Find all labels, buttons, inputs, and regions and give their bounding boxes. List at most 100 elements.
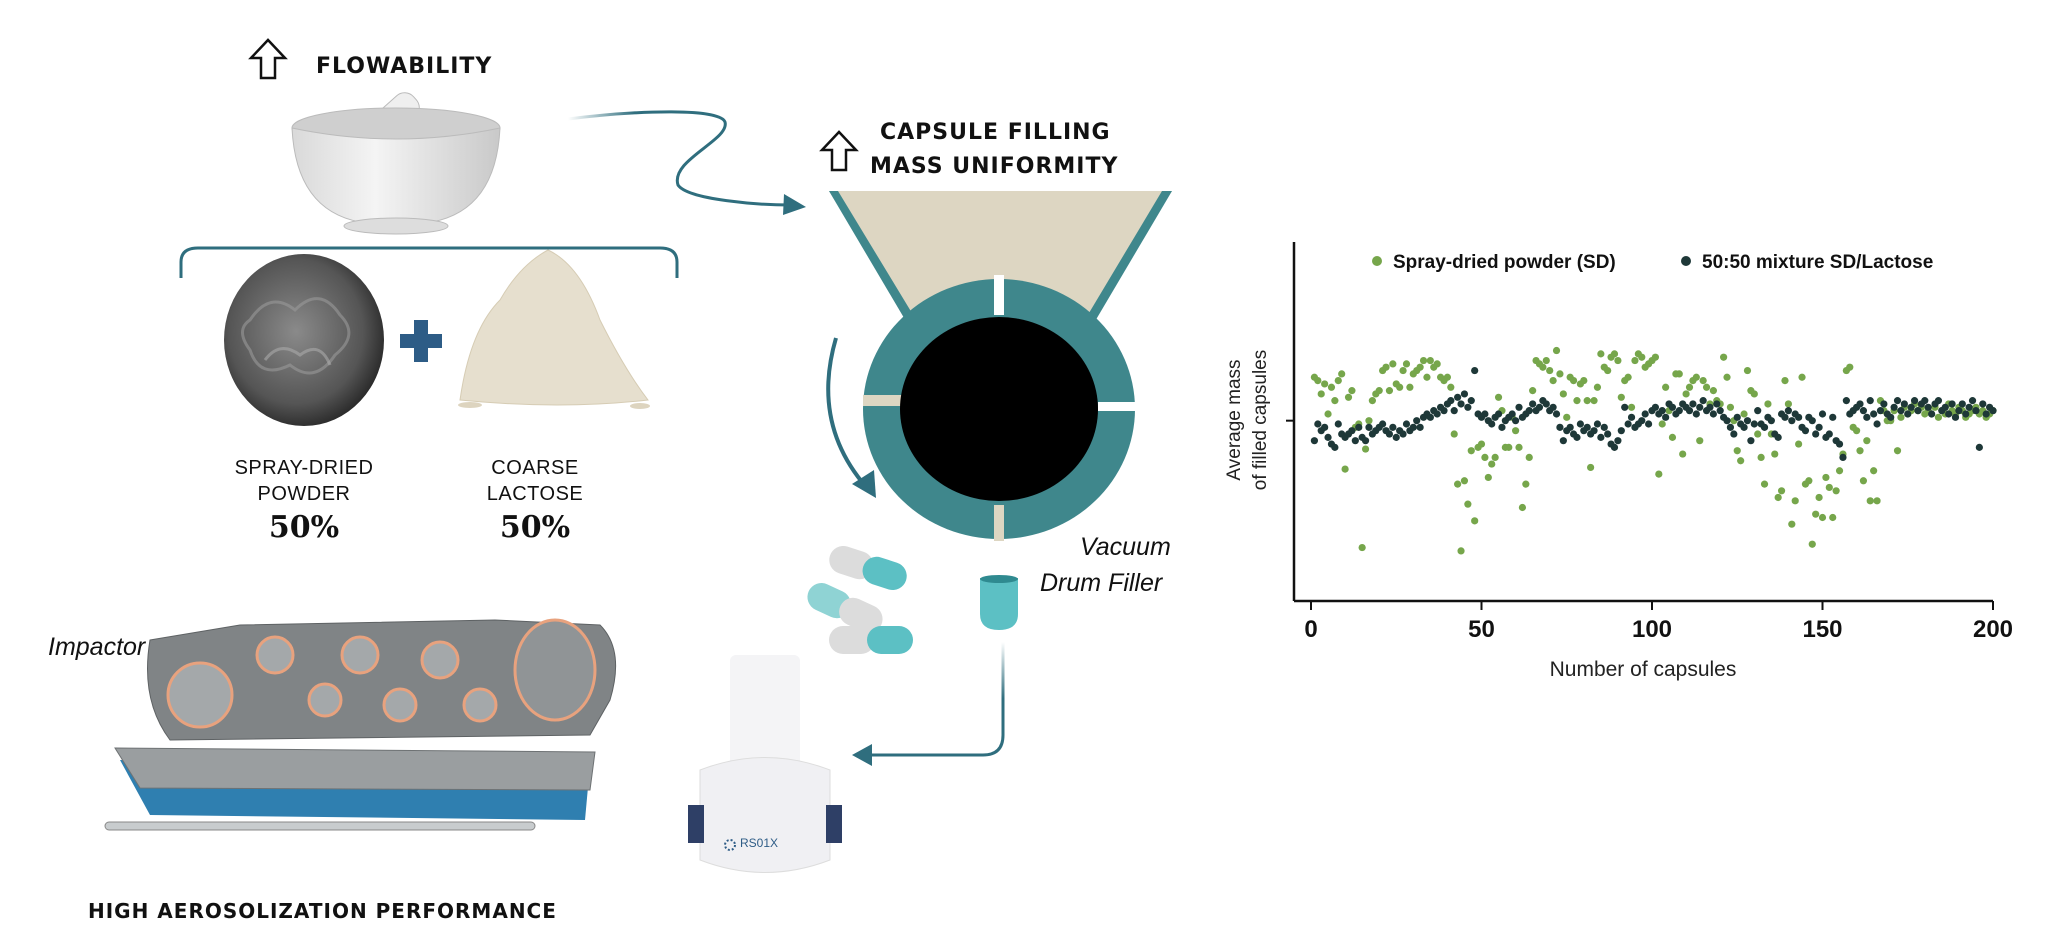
sd-point — [1777, 487, 1786, 495]
sd-point — [1457, 547, 1465, 555]
sd-point — [1679, 450, 1687, 458]
sd-point — [1334, 376, 1342, 385]
x-tick-label: 100 — [1632, 616, 1672, 643]
legend-label: 50:50 mixture SD/Lactose — [1702, 252, 1933, 273]
lactose-pile-image — [459, 249, 649, 406]
bracket — [179, 246, 679, 278]
sd-point — [1443, 373, 1451, 381]
sd-point — [1556, 370, 1564, 378]
spray-dried-particle-image — [224, 254, 384, 426]
mixture-point — [1818, 410, 1827, 418]
sd-point — [1638, 353, 1646, 361]
mixture-point — [1699, 397, 1707, 405]
impactor-image — [104, 618, 617, 831]
mixture-point — [1965, 403, 1973, 411]
sd-point — [1863, 437, 1871, 445]
sd-point — [1760, 480, 1769, 488]
sd-point — [1866, 497, 1874, 505]
mixture-point — [1880, 400, 1888, 408]
legend-label: Spray-dried powder (SD) — [1393, 252, 1616, 273]
sd-point — [1662, 383, 1670, 391]
mass-uniformity-scatter-chart: 0 50 100 150 200 Number of capsules Average ma… — [1224, 242, 2013, 681]
mixture-point — [1614, 437, 1622, 445]
mixture-point — [1890, 403, 1898, 411]
sd-point — [1597, 350, 1605, 358]
sd-point — [1361, 445, 1370, 453]
transfer-arrow — [870, 642, 1005, 757]
mixture-point — [1392, 433, 1400, 441]
mixture-point — [1808, 417, 1816, 425]
y-axis-label-line1: Average mass — [1224, 359, 1245, 480]
sd-point — [1781, 376, 1789, 385]
mixture-point — [1781, 413, 1789, 421]
sd-point — [1368, 397, 1376, 405]
mixture-point — [1566, 423, 1574, 431]
sd-point — [1389, 360, 1397, 368]
mixture-point — [1464, 403, 1472, 411]
sd-point — [1798, 373, 1806, 381]
mixture-point — [1812, 430, 1820, 438]
sd-point — [1743, 366, 1752, 375]
mixture-point — [1379, 420, 1387, 428]
sd-point — [1808, 540, 1816, 548]
mixture-point — [1921, 397, 1929, 405]
sd-point — [1471, 517, 1479, 525]
sd-point — [1341, 465, 1349, 473]
y-axis-label-line2: of filled capsules — [1250, 350, 1271, 490]
sd-point — [1897, 413, 1905, 421]
mixture-point — [1863, 413, 1871, 421]
mixture-point — [1481, 410, 1489, 418]
mixture-point — [1334, 420, 1342, 428]
mixture-point — [1576, 420, 1584, 428]
sd-point — [1692, 373, 1700, 381]
mixture-point — [1600, 423, 1608, 431]
mixture-point — [1314, 420, 1322, 428]
sd-point — [1569, 376, 1578, 385]
sd-point — [1829, 513, 1837, 522]
mixture-point — [1979, 400, 1987, 408]
sd-point — [1447, 383, 1455, 391]
sd-point — [1454, 480, 1462, 488]
mixture-point — [1529, 400, 1537, 408]
mixture-point — [1399, 430, 1407, 438]
sd-point — [1856, 447, 1864, 455]
mixture-point — [1331, 443, 1339, 451]
sd-point — [1385, 387, 1394, 395]
rotation-arrow — [826, 337, 864, 484]
sd-point — [1518, 503, 1527, 512]
capsule-filling-line2: MASS UNIFORMITY — [870, 154, 1119, 179]
sd-point — [1720, 353, 1728, 361]
mixture-point — [1552, 410, 1561, 418]
sd-point — [1675, 370, 1683, 378]
mixture-point — [1662, 413, 1670, 421]
legend-marker — [1681, 256, 1691, 266]
mixture-point — [1866, 397, 1874, 405]
mixture-point — [1750, 420, 1758, 428]
sd-point — [1358, 543, 1366, 552]
sd-point — [1464, 500, 1472, 508]
mixture-point — [1982, 410, 1990, 418]
mixture-point — [1460, 390, 1469, 398]
mixture-point — [1685, 407, 1694, 415]
mixture-point — [1726, 423, 1735, 431]
mixture-point — [1774, 433, 1782, 441]
spray-dried-line2: POWDER — [257, 483, 351, 505]
mixture-point — [1859, 407, 1868, 415]
sd-point — [1873, 497, 1881, 505]
sd-point — [1699, 376, 1707, 385]
mixture-point — [1361, 437, 1370, 445]
sd-point — [1488, 460, 1496, 468]
mixture-point — [1760, 423, 1769, 431]
x-tick-label: 50 — [1468, 616, 1495, 643]
sd-point — [1614, 356, 1622, 365]
sd-point — [1583, 397, 1591, 405]
mixture-point — [1385, 430, 1394, 438]
mixture-point — [1740, 423, 1748, 431]
sd-point — [1815, 493, 1823, 502]
mixture-point — [1713, 400, 1721, 408]
mixture-point — [1590, 427, 1598, 435]
sd-point — [1893, 447, 1902, 455]
mixture-point — [1842, 397, 1850, 405]
x-axis-label: Number of capsules — [1550, 658, 1737, 681]
mixture-point — [1641, 410, 1649, 418]
